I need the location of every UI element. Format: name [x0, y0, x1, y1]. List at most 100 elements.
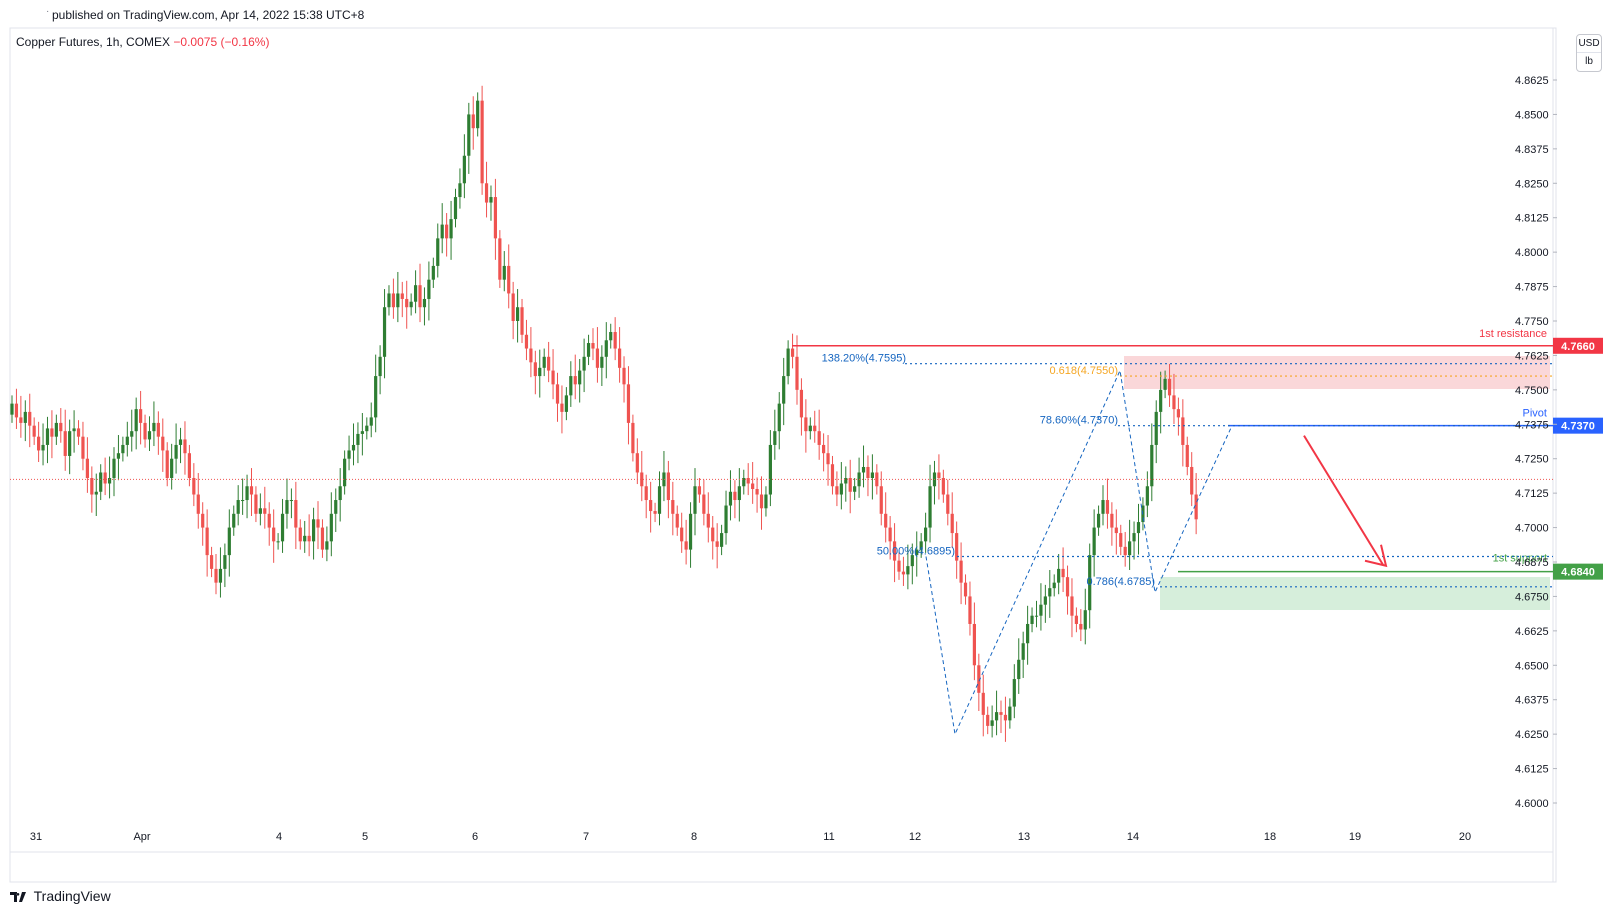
candle-body [365, 425, 369, 432]
candle [1034, 600, 1039, 628]
time-axis[interactable]: 31 Apr 4 5 6 7 8 11 12 13 14 18 19 20 [30, 831, 1471, 843]
y-tick-label: 4.6750 [1515, 591, 1549, 603]
candle [755, 477, 759, 513]
candle-body [711, 527, 715, 542]
candle-body [369, 417, 373, 426]
candle [378, 345, 382, 395]
candle [1163, 370, 1167, 399]
candle [90, 466, 94, 513]
y-tick-label: 4.8125 [1515, 213, 1549, 225]
candle-body [1154, 411, 1158, 445]
candle-body [1003, 714, 1008, 721]
candle [462, 134, 466, 199]
candle-body [1132, 533, 1136, 542]
candle-body [600, 356, 604, 368]
candle [183, 421, 187, 475]
candle [972, 602, 976, 681]
candle [254, 486, 258, 523]
candle [134, 397, 138, 450]
candle-body [76, 428, 81, 437]
candle-body [529, 348, 533, 363]
currency-label: USD [1577, 35, 1601, 53]
symbol-legend[interactable]: Copper Futures, 1h, COMEX −0.0075 (−0.16… [16, 35, 269, 49]
candle-body [19, 417, 23, 423]
price-axis[interactable]: 4.8625 4.8500 4.8375 4.8250 4.8125 4.8000 4.78… [1515, 75, 1557, 810]
candle-body [147, 431, 152, 440]
candle-body [609, 332, 613, 341]
candle-body [946, 494, 950, 514]
candle [507, 244, 511, 309]
candle-body [813, 425, 817, 432]
candle [320, 519, 325, 558]
candle-body [63, 431, 67, 456]
candle [986, 706, 990, 735]
candle-body [280, 513, 285, 542]
candle [467, 102, 471, 174]
candle [888, 516, 892, 560]
candle-body [462, 155, 466, 184]
candle [1065, 565, 1070, 615]
candle-body [139, 409, 143, 423]
candle [853, 477, 857, 501]
candle-body [1114, 527, 1118, 534]
candle-body [165, 450, 169, 478]
resistance-label: 1st resistance [1479, 328, 1547, 340]
pivot-label: Pivot [1523, 408, 1547, 420]
candle [617, 327, 622, 383]
candle-body [360, 431, 364, 434]
candle [139, 390, 143, 445]
candle-body [214, 568, 218, 583]
candle-body [387, 293, 391, 308]
candle [773, 409, 777, 460]
candle [955, 521, 959, 579]
candle-body [28, 411, 32, 426]
candle-body [861, 466, 866, 473]
candle [857, 457, 861, 498]
candle [759, 476, 764, 530]
candle-body [604, 340, 608, 357]
candle-body [1136, 522, 1141, 534]
candle-body [272, 527, 276, 542]
candle-body [848, 477, 852, 492]
candle [817, 409, 821, 460]
candle [382, 289, 387, 379]
candle-body [431, 265, 435, 280]
currency-unit-button[interactable]: USD lb [1576, 34, 1602, 72]
candle-body [90, 477, 94, 495]
candle [422, 287, 427, 326]
candle-body [782, 376, 786, 404]
candle-body [1034, 615, 1039, 617]
candle [471, 96, 475, 150]
candle-body [990, 720, 994, 726]
candle [968, 581, 972, 636]
candle [1110, 502, 1114, 546]
candle [178, 427, 183, 464]
candle [1123, 531, 1127, 567]
candle [54, 414, 58, 445]
candle-body [507, 265, 511, 294]
candle [662, 451, 666, 502]
x-tick-label: 18 [1264, 831, 1276, 843]
candle-body [795, 356, 799, 390]
fib-level-label: 0.618(4.7550) [1050, 365, 1119, 377]
candle-body [657, 486, 662, 514]
candle-body [640, 472, 644, 487]
candle [209, 546, 214, 578]
tradingview-brand[interactable]: TradingView [10, 888, 111, 904]
candle-body [196, 494, 200, 514]
y-tick-label: 4.6500 [1515, 660, 1549, 672]
candle [1101, 485, 1105, 526]
candle [493, 178, 498, 260]
candle [1048, 569, 1052, 618]
candle [338, 468, 342, 522]
x-tick-label: 12 [909, 831, 921, 843]
candle-body [817, 431, 821, 445]
candle-body [59, 422, 63, 432]
candle-body [125, 436, 129, 445]
candle [1167, 363, 1172, 407]
candle-body [1150, 444, 1154, 487]
candle [941, 469, 945, 503]
candle-body [201, 513, 205, 528]
candle-body [170, 458, 174, 478]
